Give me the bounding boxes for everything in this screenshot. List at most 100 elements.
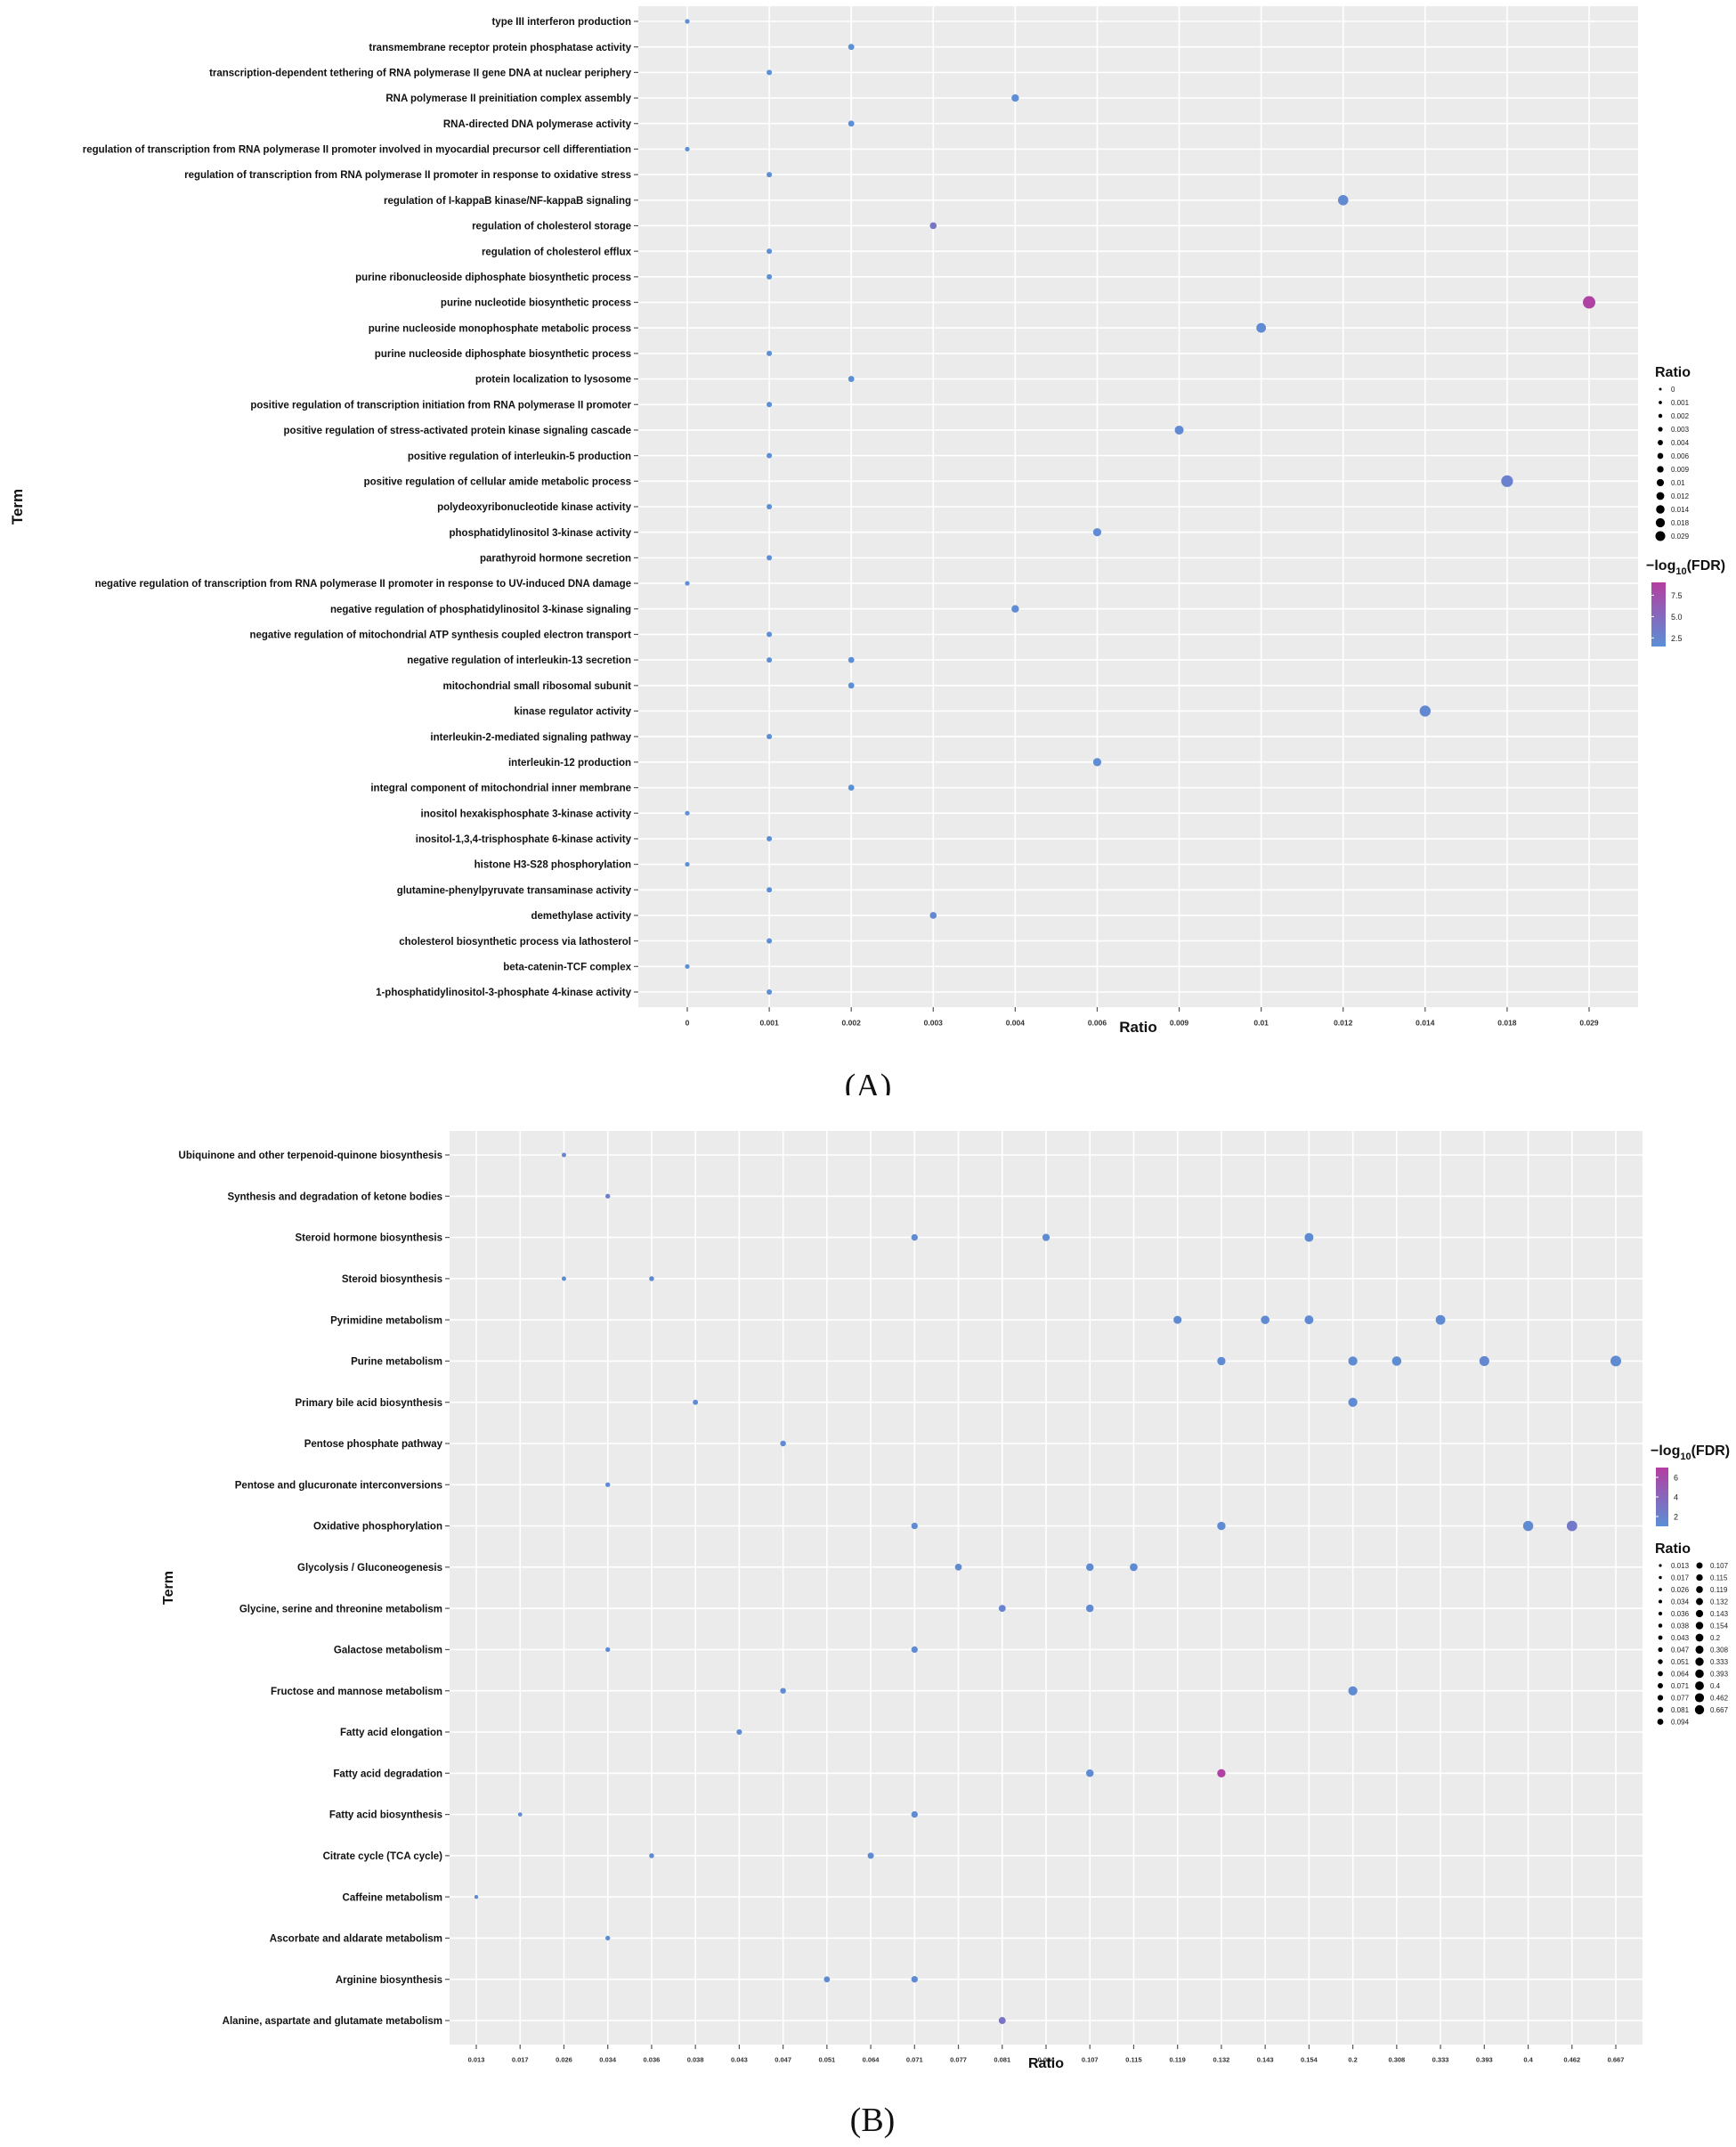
size-legend-dot [1694, 1704, 1705, 1715]
term-label: RNA polymerase II preinitiation complex … [385, 94, 631, 104]
data-point [561, 1276, 566, 1281]
x-tick-label: 0.006 [1088, 1019, 1107, 1028]
x-tick-label: 0.333 [1432, 2056, 1449, 2064]
data-point [780, 1440, 786, 1447]
term-label: beta-catenin-TCF complex [503, 962, 631, 972]
size-legend-label: 0.308 [1710, 1647, 1729, 1655]
term-label: Pyrimidine metabolism [330, 1315, 442, 1326]
data-point [605, 1193, 611, 1199]
size-legend-dot [1658, 1623, 1663, 1628]
data-point [1130, 1563, 1138, 1572]
size-legend-dot [1657, 1719, 1664, 1725]
x-tick-label: 0.107 [1082, 2056, 1099, 2064]
data-point [685, 964, 690, 969]
term-label: inositol hexakisphosphate 3-kinase activ… [421, 809, 632, 819]
term-label: demethylase activity [531, 911, 631, 922]
x-tick-label: 0.034 [599, 2056, 617, 2064]
size-legend-label: 0.012 [1671, 492, 1690, 500]
x-axis-title: Ratio [1028, 2056, 1064, 2071]
size-legend-label: 0.333 [1710, 1658, 1729, 1666]
x-tick-label: 0.017 [512, 2056, 529, 2064]
size-legend-title: Ratio [1655, 1541, 1691, 1557]
color-legend-tick-label: 4 [1674, 1493, 1678, 1502]
size-legend-label: 0.01 [1671, 479, 1685, 487]
data-point [1501, 475, 1513, 487]
x-tick-label: 0.132 [1213, 2056, 1230, 2064]
term-label: Primary bile acid biosynthesis [295, 1398, 442, 1409]
data-point [911, 1976, 918, 1983]
size-legend-dot [1658, 413, 1663, 419]
term-label: protein localization to lysosome [475, 375, 631, 386]
data-point [561, 1152, 566, 1158]
term-label: Fatty acid degradation [333, 1769, 442, 1779]
data-point [1092, 528, 1102, 537]
data-point [767, 402, 773, 408]
data-point [605, 1482, 611, 1487]
size-legend-dot [1658, 1671, 1663, 1677]
size-legend-title: Ratio [1655, 365, 1691, 380]
x-tick-label: 0.004 [1006, 1019, 1026, 1028]
term-label: Steroid hormone biosynthesis [296, 1233, 443, 1244]
data-point [911, 1646, 918, 1654]
data-point [605, 1935, 611, 1941]
size-legend-dot [1658, 1599, 1663, 1604]
x-tick-label: 0 [685, 1019, 690, 1028]
data-point [1391, 1356, 1402, 1366]
size-legend-dot [1659, 1575, 1662, 1580]
size-legend-dot [1657, 466, 1664, 473]
size-legend-label: 0 [1671, 386, 1675, 394]
x-tick-label: 0.002 [842, 1019, 862, 1028]
color-legend-tick-label: 5.0 [1671, 613, 1683, 622]
size-legend-label: 0.081 [1671, 1706, 1690, 1714]
x-axis-title: Ratio [1119, 1019, 1157, 1036]
color-legend-title: −log10(FDR) [1651, 1444, 1730, 1462]
x-tick-label: 0.094 [1038, 2056, 1056, 2064]
x-tick-label: 0.013 [468, 2056, 485, 2064]
data-point [767, 657, 773, 663]
data-point [848, 682, 855, 689]
term-label: regulation of I-kappaB kinase/NF-kappaB … [384, 196, 631, 207]
size-legend-dot [1658, 440, 1663, 445]
size-legend-label: 0.119 [1710, 1586, 1728, 1594]
data-point [823, 1976, 831, 1983]
term-label: histone H3-S28 phosphorylation [475, 860, 631, 871]
term-label: transcription-dependent tethering of RNA… [209, 69, 632, 79]
term-label: interleukin-12 production [508, 758, 631, 769]
x-tick-label: 0.001 [759, 1019, 779, 1028]
size-legend-label: 0.014 [1671, 506, 1690, 514]
data-point [1479, 1355, 1489, 1366]
size-legend-label: 0.094 [1671, 1719, 1690, 1727]
size-legend-dot [1658, 1635, 1663, 1640]
x-tick-label: 0.462 [1563, 2056, 1580, 2064]
size-legend-label: 0.004 [1671, 439, 1690, 447]
size-legend-label: 0.071 [1671, 1682, 1690, 1690]
term-label: Ubiquinone and other terpenoid-quinone b… [179, 1151, 442, 1161]
data-point [1173, 1315, 1182, 1324]
x-tick-label: 0.064 [863, 2056, 880, 2064]
x-tick-label: 0.119 [1170, 2056, 1186, 2064]
size-legend-dot [1658, 427, 1663, 432]
term-label: regulation of cholesterol storage [472, 222, 631, 232]
term-label: purine nucleotide biosynthetic process [441, 298, 631, 309]
term-label: purine ribonucleoside diphosphate biosyn… [355, 272, 631, 283]
data-point [911, 1522, 918, 1530]
x-tick-label: 0.009 [1170, 1019, 1189, 1028]
term-label: positive regulation of transcription ini… [250, 400, 631, 411]
term-label: Glycolysis / Gluconeogenesis [297, 1563, 442, 1574]
data-point [1217, 1521, 1226, 1531]
size-legend-dot [1659, 1588, 1662, 1591]
data-point [867, 1852, 874, 1859]
term-label: polydeoxyribonucleotide kinase activity [437, 502, 632, 513]
y-axis-title: Term [161, 1571, 176, 1605]
size-legend-label: 0.4 [1710, 1682, 1721, 1690]
term-label: mitochondrial small ribosomal subunit [443, 681, 632, 692]
term-label: phosphatidylinositol 3-kinase activity [450, 528, 632, 539]
size-legend-label: 0.115 [1710, 1574, 1728, 1582]
data-point [767, 938, 773, 944]
term-label: Oxidative phosphorylation [313, 1522, 442, 1533]
data-point [767, 248, 773, 255]
data-point [848, 376, 855, 382]
data-point [1304, 1315, 1314, 1325]
term-label: Galactose metabolism [334, 1646, 442, 1656]
data-point [767, 631, 773, 638]
